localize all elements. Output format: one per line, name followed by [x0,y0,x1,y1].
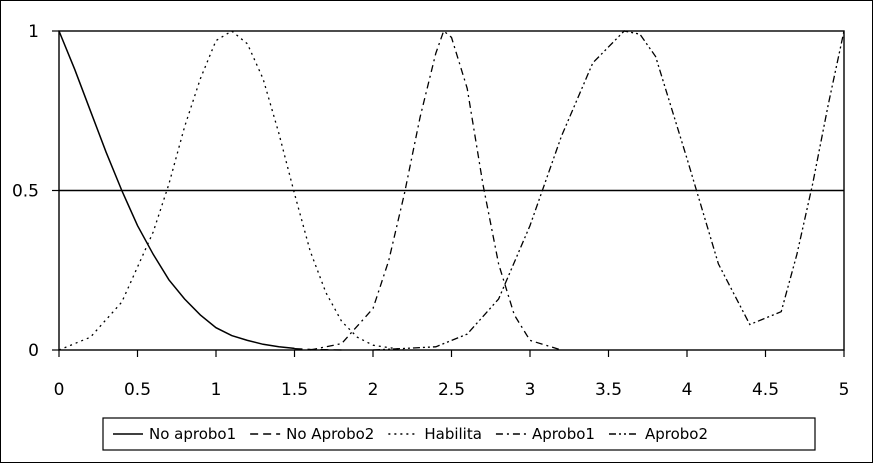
series-line-no-aprobo2 [294,348,342,351]
series-line-no-aprobo1 [58,30,295,350]
legend-label: Aprobo2 [645,425,708,443]
x-tick-label: 5 [839,380,850,400]
y-tick-label: 0.5 [12,182,39,202]
x-tick-label: 4 [682,380,693,400]
x-tick-label: 0.5 [124,380,151,400]
series-line-aprobo2 [372,30,845,351]
series-layer [58,29,845,351]
legend-label: Habilita [424,425,482,443]
legend-label: No Aprobo2 [286,425,374,443]
legend-label: No aprobo1 [149,425,236,443]
series-line-habilita [58,30,405,351]
x-tick-label: 3.5 [595,380,622,400]
x-tick-label: 4.5 [752,380,779,400]
x-tick-label: 1 [211,380,222,400]
y-tick-label: 1 [28,22,39,42]
axis-layer: 0 0.5 1 1.5 2 2.5 3 3.5 4 4.5 5 0 0.5 1 [12,22,849,400]
legend: No aprobo1 No Aprobo2 Habilita Aprobo1 Aprob… [102,417,816,451]
x-tick-label: 1.5 [281,380,308,400]
x-tick-label: 2 [368,380,379,400]
x-tick-label: 2.5 [438,380,465,400]
legend-box [102,417,816,451]
y-tick-label: 0 [28,341,39,361]
x-tick-label: 3 [525,380,536,400]
x-tick-label: 0 [54,380,65,400]
legend-label: Aprobo1 [532,425,595,443]
